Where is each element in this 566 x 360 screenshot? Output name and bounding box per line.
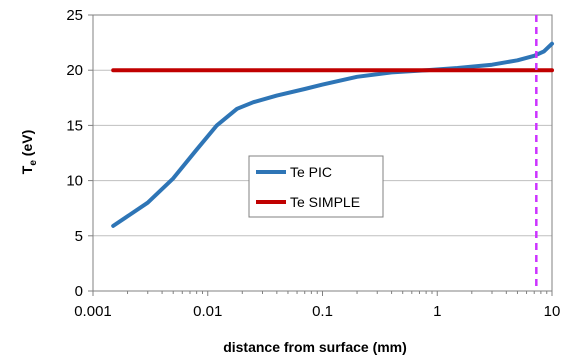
- legend-label-simple: Te SIMPLE: [290, 194, 360, 210]
- y-tick-label: 15: [66, 117, 83, 134]
- y-tick-label: 5: [75, 228, 83, 245]
- x-tick-label: 1: [433, 303, 441, 320]
- y-axis-title-main: T: [19, 165, 35, 174]
- y-tick-label: 0: [75, 283, 83, 300]
- x-tick-label: 0.1: [312, 303, 333, 320]
- y-axis-title: Te (eV): [19, 130, 39, 174]
- axes: [92, 14, 553, 292]
- x-axis-title: distance from surface (mm): [223, 339, 407, 355]
- x-tick-label: 10: [544, 303, 561, 320]
- legend-box: [248, 155, 384, 218]
- x-tick-label: 0.001: [74, 303, 112, 320]
- plot-area-border: [92, 14, 553, 292]
- y-axis-title-tail: (eV): [19, 130, 35, 160]
- legend-label-pic: Te PIC: [290, 164, 332, 180]
- y-tick-label: 25: [66, 7, 83, 24]
- series-lines: [111, 41, 554, 228]
- y-tick-label: 20: [66, 62, 83, 79]
- y-tick-label: 10: [66, 173, 83, 190]
- x-tick-label: 0.01: [193, 303, 222, 320]
- y-axis-title-sub: e: [28, 160, 39, 166]
- ticks: 0 5 10 15 20 25 0.001 0.01 0.1 1 10: [66, 7, 560, 320]
- series-line-te-pic: [111, 41, 554, 228]
- legend: Te PIC Te SIMPLE: [248, 155, 384, 218]
